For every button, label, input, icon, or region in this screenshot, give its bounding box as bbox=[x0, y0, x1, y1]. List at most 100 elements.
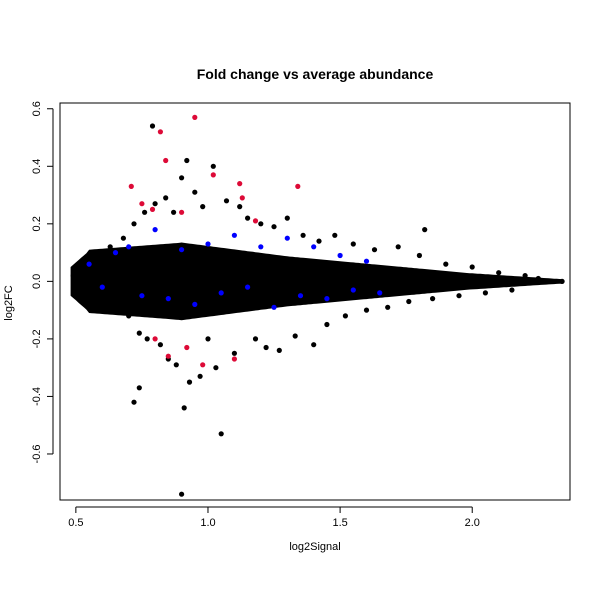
point-0-43 bbox=[300, 232, 306, 238]
point-0-40 bbox=[276, 347, 282, 353]
point-2-7 bbox=[210, 172, 216, 178]
point-0-61 bbox=[482, 290, 488, 296]
series-1 bbox=[86, 227, 383, 310]
point-0-44 bbox=[311, 342, 317, 348]
point-0-22 bbox=[181, 405, 187, 411]
x-axis-label: log2Signal bbox=[289, 541, 340, 553]
point-1-10 bbox=[218, 290, 224, 296]
point-1-7 bbox=[179, 247, 185, 253]
y-tick-label-3: 0.0 bbox=[31, 274, 43, 289]
point-0-16 bbox=[157, 342, 163, 348]
point-2-14 bbox=[184, 344, 190, 351]
point-2-1 bbox=[139, 201, 145, 207]
point-0-1 bbox=[73, 281, 79, 287]
x-tick-label-1: 1.0 bbox=[200, 517, 215, 529]
point-1-20 bbox=[350, 287, 356, 293]
point-1-17 bbox=[311, 244, 317, 250]
point-2-3 bbox=[157, 129, 163, 135]
point-0-49 bbox=[350, 241, 356, 247]
point-0-54 bbox=[406, 298, 412, 305]
series-2 bbox=[128, 114, 301, 368]
point-0-0 bbox=[70, 273, 76, 279]
point-2-12 bbox=[152, 336, 158, 342]
point-1-14 bbox=[271, 304, 277, 310]
point-1-18 bbox=[324, 296, 330, 302]
axes: 0.5 1.0 1.5 2.0 -0.6 -0.4 -0.2 0.0 0.2 0.4 0.6 bbox=[31, 101, 480, 529]
point-1-9 bbox=[205, 241, 211, 247]
point-0-64 bbox=[522, 273, 528, 279]
point-0-33 bbox=[231, 350, 237, 356]
point-0-11 bbox=[136, 330, 142, 336]
point-0-52 bbox=[385, 304, 391, 310]
point-0-59 bbox=[456, 293, 462, 299]
point-1-4 bbox=[139, 293, 145, 299]
point-0-48 bbox=[342, 313, 348, 319]
point-0-4 bbox=[94, 255, 100, 261]
point-0-23 bbox=[184, 157, 190, 164]
point-0-2 bbox=[78, 264, 84, 270]
point-0-27 bbox=[200, 204, 206, 210]
point-0-41 bbox=[284, 215, 290, 221]
point-1-16 bbox=[297, 293, 304, 299]
point-0-53 bbox=[395, 244, 401, 250]
point-2-8 bbox=[237, 181, 243, 187]
point-2-6 bbox=[192, 114, 198, 120]
point-0-62 bbox=[496, 270, 502, 276]
point-0-46 bbox=[324, 321, 330, 328]
x-tick-label-3: 2.0 bbox=[465, 517, 480, 529]
point-0-20 bbox=[173, 362, 179, 368]
y-tick-label-1: -0.4 bbox=[31, 387, 43, 406]
dense-point-cloud bbox=[70, 242, 563, 321]
point-0-28 bbox=[205, 336, 211, 342]
point-0-29 bbox=[210, 163, 216, 169]
point-1-15 bbox=[284, 235, 290, 241]
x-tick-label-0: 0.5 bbox=[68, 517, 83, 529]
point-2-2 bbox=[149, 206, 156, 212]
point-0-26 bbox=[197, 373, 203, 379]
point-0-21 bbox=[179, 175, 185, 181]
point-1-3 bbox=[126, 244, 132, 250]
point-0-14 bbox=[149, 123, 156, 129]
point-2-11 bbox=[295, 183, 301, 189]
dense-cloud-band bbox=[70, 242, 563, 321]
point-0-7 bbox=[112, 307, 119, 313]
point-0-63 bbox=[509, 287, 515, 293]
y-tick-label-5: 0.4 bbox=[31, 159, 43, 174]
point-2-15 bbox=[200, 362, 206, 368]
point-0-67 bbox=[559, 278, 565, 284]
point-0-36 bbox=[252, 336, 259, 342]
point-0-56 bbox=[422, 227, 428, 233]
point-0-38 bbox=[263, 344, 269, 351]
point-0-12 bbox=[142, 209, 148, 215]
point-0-31 bbox=[218, 431, 224, 437]
point-2-5 bbox=[179, 209, 185, 215]
point-1-12 bbox=[245, 284, 251, 290]
point-0-19 bbox=[171, 209, 177, 215]
point-0-42 bbox=[292, 333, 298, 339]
y-tick-label-6: 0.6 bbox=[31, 101, 43, 116]
point-0-51 bbox=[371, 247, 378, 253]
point-0-70 bbox=[179, 491, 185, 497]
data-points bbox=[70, 114, 565, 497]
point-2-0 bbox=[128, 183, 134, 189]
point-0-47 bbox=[332, 232, 338, 238]
y-tick-label-0: -0.6 bbox=[31, 444, 43, 463]
point-2-13 bbox=[165, 353, 171, 359]
y-tick-label-2: -0.2 bbox=[31, 329, 43, 348]
point-1-2 bbox=[112, 250, 119, 256]
point-0-30 bbox=[213, 365, 219, 371]
point-2-16 bbox=[231, 356, 237, 362]
point-0-10 bbox=[131, 221, 137, 227]
point-0-57 bbox=[430, 296, 436, 302]
point-0-13 bbox=[144, 336, 150, 342]
point-0-68 bbox=[131, 399, 137, 405]
point-2-4 bbox=[163, 157, 169, 164]
point-1-1 bbox=[99, 284, 105, 290]
plot-frame bbox=[59, 102, 571, 501]
point-1-6 bbox=[165, 296, 171, 302]
point-0-25 bbox=[192, 189, 198, 195]
point-0-39 bbox=[271, 224, 277, 230]
point-0-37 bbox=[258, 221, 264, 227]
point-0-60 bbox=[469, 264, 475, 270]
